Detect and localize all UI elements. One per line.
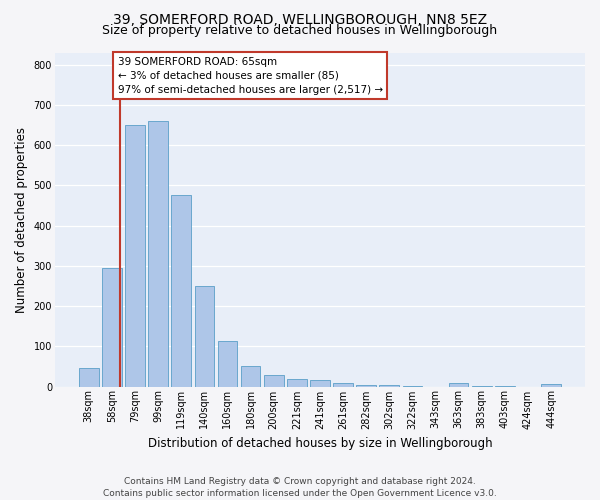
Bar: [310, 380, 330, 386]
Bar: [218, 341, 237, 386]
Bar: [125, 125, 145, 386]
Bar: [172, 196, 191, 386]
Bar: [333, 384, 353, 386]
Bar: [287, 380, 307, 386]
Bar: [264, 375, 284, 386]
Bar: [449, 384, 469, 386]
Bar: [241, 366, 260, 386]
Bar: [379, 384, 399, 386]
Text: 39, SOMERFORD ROAD, WELLINGBOROUGH, NN8 5EZ: 39, SOMERFORD ROAD, WELLINGBOROUGH, NN8 …: [113, 12, 487, 26]
Text: Contains HM Land Registry data © Crown copyright and database right 2024.
Contai: Contains HM Land Registry data © Crown c…: [103, 476, 497, 498]
Text: Size of property relative to detached houses in Wellingborough: Size of property relative to detached ho…: [103, 24, 497, 37]
Bar: [102, 268, 122, 386]
Bar: [79, 368, 98, 386]
Bar: [194, 286, 214, 386]
Bar: [541, 384, 561, 386]
X-axis label: Distribution of detached houses by size in Wellingborough: Distribution of detached houses by size …: [148, 437, 492, 450]
Bar: [148, 121, 168, 386]
Y-axis label: Number of detached properties: Number of detached properties: [15, 126, 28, 312]
Text: 39 SOMERFORD ROAD: 65sqm
← 3% of detached houses are smaller (85)
97% of semi-de: 39 SOMERFORD ROAD: 65sqm ← 3% of detache…: [118, 56, 383, 94]
